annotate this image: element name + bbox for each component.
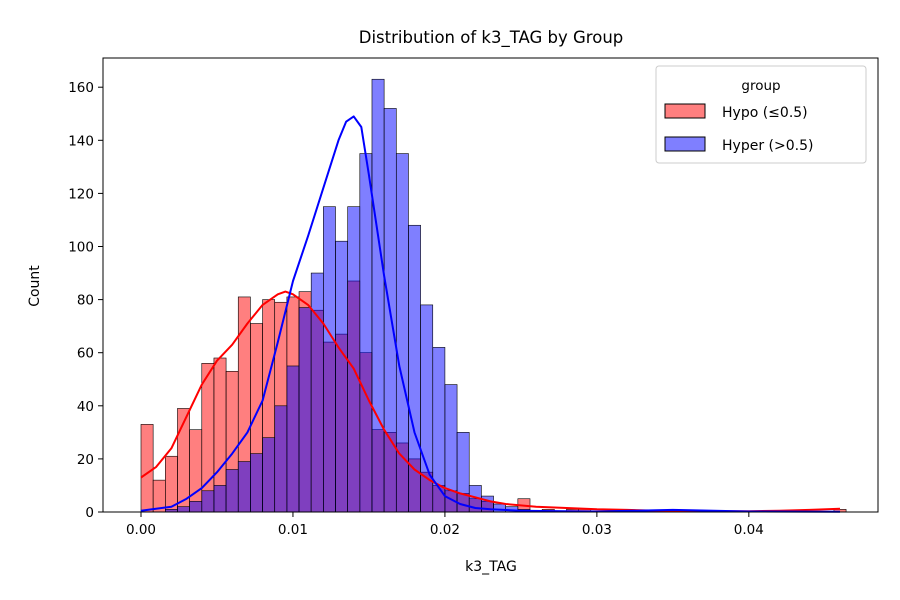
hyper-bar [335,240,348,513]
x-axis-label: k3_TAG [465,559,517,575]
legend-swatch-hypo [664,103,706,119]
hyper-bar [298,307,312,513]
hyper-bar [237,461,251,513]
hyper-bar [371,78,385,513]
x-tick-label: 0.04 [734,522,764,538]
hyper-kde-line [140,115,841,513]
hyper-bar [250,453,263,513]
y-tick-label: 40 [77,399,94,415]
hyper-bar [213,485,227,513]
hyper-bar [201,490,215,513]
hyper-bar [189,501,203,513]
y-tick-label: 80 [77,293,94,309]
hyper-bar [456,432,470,513]
kde-lines [140,115,841,513]
hyper-bar [225,469,239,513]
hyper-bar [177,506,190,513]
y-tick-label: 60 [77,346,94,362]
hyper-bar [359,153,373,513]
legend-label-hyper: Hyper (>0.5) [722,138,813,154]
hypo-bar [201,363,215,513]
hypo-bar [140,424,154,513]
y-tick-label: 160 [68,80,94,96]
y-tick-label: 100 [68,240,94,256]
x-tick-label: 0.01 [278,522,308,538]
hyper-bar [274,405,288,513]
legend-box [655,65,867,164]
hyper-bar [347,206,361,513]
legend-title: group [741,78,780,94]
x-tick-label: 0.02 [430,522,460,538]
hyper-bar [286,365,300,513]
legend-label-hypo: Hypo (≤0.5) [722,105,808,121]
hyper-bar [310,272,324,513]
x-tick-label: 0.00 [126,522,156,538]
y-tick-label: 20 [77,452,94,468]
hyper-bar [444,384,458,513]
hyper-bar [323,206,336,513]
chart-title: Distribution of k3_TAG by Group [359,28,624,48]
axes: 0.00 0.01 0.02 0.03 0.04 0 20 40 60 80 100 120 140 16… [68,57,879,538]
y-tick-label: 140 [68,133,94,149]
hyper-bars [165,78,531,513]
plot-frame [102,57,879,513]
hyper-bar [262,437,276,513]
legend-swatch-hyper [664,136,706,152]
hypo-bar [189,429,203,513]
x-tick-label: 0.03 [582,522,612,538]
y-tick-label: 0 [85,505,94,521]
y-tick-label: 120 [68,186,94,202]
y-axis-label: Count [27,265,43,307]
legend: group Hypo (≤0.5) Hyper (>0.5) [655,65,867,164]
